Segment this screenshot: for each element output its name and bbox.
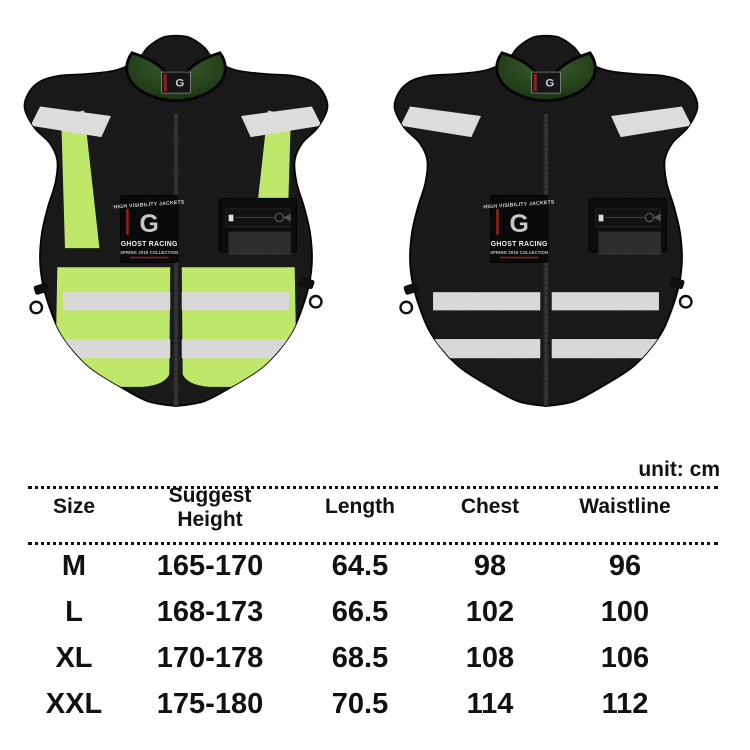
svg-text:SPRING 2019 COLLECTION: SPRING 2019 COLLECTION [490, 250, 548, 255]
svg-text:G: G [545, 77, 554, 89]
svg-text:GHOST RACING: GHOST RACING [121, 241, 178, 248]
svg-text:GHOST RACING: GHOST RACING [491, 241, 548, 248]
svg-text:G: G [175, 77, 184, 89]
svg-text:G: G [510, 210, 529, 238]
svg-text:G: G [140, 210, 159, 238]
svg-text:SPRING 2019 COLLECTION: SPRING 2019 COLLECTION [120, 250, 178, 255]
